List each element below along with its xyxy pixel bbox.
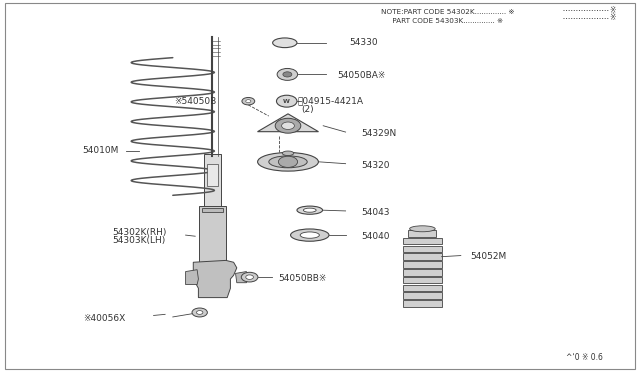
Bar [403,269,442,276]
Text: 54052M: 54052M [470,252,507,261]
Circle shape [282,122,294,129]
Ellipse shape [410,226,435,232]
Text: ※54050B: ※54050B [174,97,216,106]
Text: 54303K(LH): 54303K(LH) [112,236,165,245]
Circle shape [278,156,298,167]
Bar [199,206,226,262]
Text: ※: ※ [609,6,616,15]
Ellipse shape [269,156,307,168]
Circle shape [242,97,255,105]
Circle shape [283,72,292,77]
Text: Ⓠ04915-4421A: Ⓠ04915-4421A [298,97,364,106]
Ellipse shape [282,151,294,155]
Circle shape [246,275,253,279]
Bar [207,164,218,186]
Text: 54050BB※: 54050BB※ [278,274,327,283]
Polygon shape [257,114,319,132]
Text: 54010M: 54010M [82,146,118,155]
Circle shape [196,311,203,314]
Ellipse shape [300,232,319,238]
Ellipse shape [303,208,316,212]
Ellipse shape [273,38,297,48]
Bar [403,261,442,268]
Text: 54302K(RH): 54302K(RH) [112,228,166,237]
Circle shape [277,68,298,80]
Text: (2): (2) [301,105,314,114]
Text: NOTE:PART CODE 54302K.............. ※: NOTE:PART CODE 54302K.............. ※ [381,9,515,15]
Polygon shape [186,270,198,285]
Bar [202,208,223,212]
Text: ※40056X: ※40056X [83,314,125,323]
Bar [408,230,436,237]
Circle shape [246,100,251,103]
Ellipse shape [291,229,329,241]
Text: 54330: 54330 [349,38,378,47]
Bar [403,246,442,252]
Circle shape [276,95,297,107]
Text: PART CODE 54303K.............. ※: PART CODE 54303K.............. ※ [381,18,503,24]
Circle shape [275,118,301,133]
Polygon shape [193,260,237,298]
Bar [403,277,442,283]
Text: ^‘0 ※ 0.6: ^‘0 ※ 0.6 [566,353,604,362]
Ellipse shape [258,153,319,171]
Text: W: W [284,99,290,104]
Bar [403,285,442,291]
Circle shape [192,308,207,317]
Text: 54050BA※: 54050BA※ [337,71,386,80]
Polygon shape [236,272,248,283]
Text: 54040: 54040 [362,232,390,241]
Bar [403,253,442,260]
Bar [403,292,442,299]
Bar [204,154,221,210]
Bar [403,300,442,307]
Ellipse shape [297,206,323,214]
Circle shape [241,272,258,282]
Text: ※: ※ [609,13,616,22]
Text: 54329N: 54329N [362,129,397,138]
Text: 54043: 54043 [362,208,390,217]
Bar [403,238,442,244]
Text: 54320: 54320 [362,161,390,170]
